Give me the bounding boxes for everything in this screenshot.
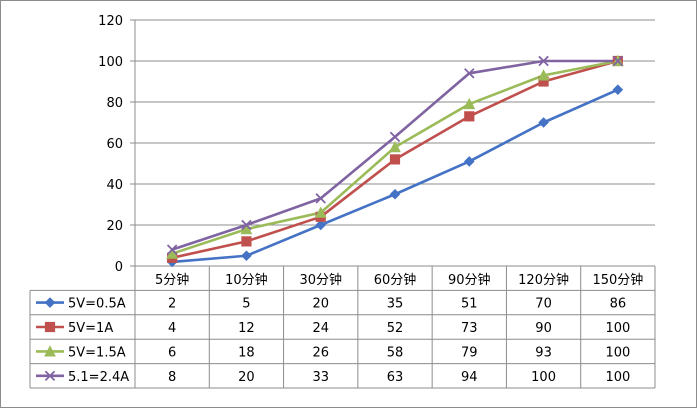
table-value: 20 [312, 297, 329, 312]
table-value: 93 [535, 345, 552, 360]
legend-series-name: 5.1=2.4A [68, 370, 129, 385]
table-value: 70 [535, 297, 552, 312]
y-tick-label: 20 [106, 219, 123, 234]
table-value: 100 [605, 321, 630, 336]
table-value: 100 [605, 345, 630, 360]
table-value: 12 [238, 321, 255, 336]
data-point-stroke [538, 55, 549, 67]
table-value: 8 [168, 370, 176, 385]
data-point [241, 250, 252, 262]
data-point [240, 222, 253, 235]
data-point [314, 206, 327, 218]
data-point [612, 84, 624, 96]
data-point [538, 117, 549, 128]
legend-key-marker [44, 370, 56, 382]
legend-series-name: 5V=1A [68, 321, 113, 336]
data-point-stroke [315, 193, 326, 204]
table-value: 86 [610, 297, 627, 312]
x-category-label: 120分钟 [518, 272, 569, 288]
table-value: 100 [531, 370, 556, 385]
data-point [389, 140, 401, 153]
data-point [315, 193, 326, 204]
series-line [172, 88, 619, 264]
table-value: 33 [312, 370, 329, 385]
data-point [538, 55, 549, 67]
table-value: 5 [242, 297, 250, 312]
legend-series-name: 5V=0.5A [68, 297, 126, 312]
data-point [166, 247, 179, 259]
data-point [389, 188, 401, 200]
y-tick-label: 100 [98, 55, 123, 70]
legend-key-marker [44, 297, 56, 308]
data-point-stroke [166, 244, 178, 255]
legend-key-marker [44, 321, 56, 333]
data-point-stroke [389, 131, 401, 143]
table-value: 79 [461, 345, 478, 360]
data-point [463, 156, 475, 167]
table-value: 4 [168, 321, 176, 336]
table-value: 18 [238, 345, 255, 360]
data-point [464, 111, 475, 122]
data-point-stroke [612, 55, 624, 67]
data-point [463, 97, 476, 110]
x-category-label: 10分钟 [225, 272, 268, 288]
y-tick-label: 0 [115, 260, 123, 275]
data-point [315, 219, 327, 231]
data-point [241, 236, 252, 247]
table-value: 94 [461, 370, 478, 385]
table-value: 100 [605, 370, 630, 385]
table-value: 24 [312, 321, 329, 336]
table-value: 26 [312, 345, 329, 360]
data-point-stroke [241, 219, 252, 231]
x-category-label: 90分钟 [448, 272, 491, 288]
data-point [464, 68, 475, 79]
table-value: 63 [387, 370, 404, 385]
x-category-label: 60分钟 [374, 272, 417, 288]
table-value: 2 [168, 297, 176, 312]
x-category-label: 30分钟 [299, 272, 342, 288]
data-point [166, 244, 178, 255]
y-tick-label: 120 [98, 14, 123, 29]
table-value: 35 [387, 297, 404, 312]
data-point [612, 55, 624, 67]
x-category-label: 5分钟 [155, 272, 189, 288]
data-point-stroke [464, 68, 475, 79]
table-value: 20 [238, 370, 255, 385]
data-point [537, 69, 550, 81]
table-value: 6 [168, 345, 176, 360]
data-point [389, 154, 401, 165]
legend-series-name: 5V=1.5A [68, 345, 126, 360]
table-value: 52 [387, 321, 404, 336]
data-point [241, 219, 252, 231]
y-tick-label: 80 [106, 96, 123, 111]
data-point [389, 131, 401, 143]
legend-key-marker [44, 345, 56, 357]
y-tick-label: 60 [106, 137, 123, 152]
x-category-label: 150分钟 [592, 272, 643, 288]
table-value: 58 [387, 345, 404, 360]
legend-key-marker-stroke [44, 370, 56, 382]
table-value: 73 [461, 321, 478, 336]
y-tick-label: 40 [106, 178, 123, 193]
table-value: 51 [461, 297, 478, 312]
table-value: 90 [535, 321, 552, 336]
